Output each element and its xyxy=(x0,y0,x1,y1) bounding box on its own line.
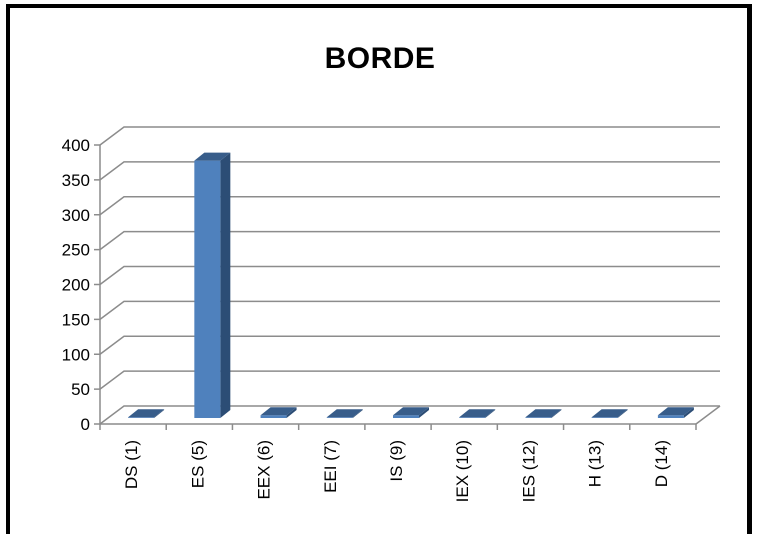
bar-side xyxy=(220,152,231,418)
bar-side xyxy=(683,407,694,418)
bar xyxy=(194,160,221,418)
y-tick-label: 400 xyxy=(62,136,90,155)
bar xyxy=(326,417,353,418)
bar-top xyxy=(194,152,231,161)
bar-side xyxy=(154,409,165,418)
bar xyxy=(128,417,155,418)
gridline xyxy=(99,161,720,181)
bar-side xyxy=(485,409,496,418)
x-tick-label: IES (12) xyxy=(519,440,538,502)
chart-title: BORDE xyxy=(324,42,436,75)
bar-side xyxy=(551,409,562,418)
bar-top xyxy=(591,409,628,418)
bar-top xyxy=(326,409,363,418)
bar-top xyxy=(525,409,562,418)
bar-top xyxy=(657,407,694,416)
bar-top xyxy=(128,409,165,418)
bar-top xyxy=(459,409,496,418)
bar xyxy=(591,417,618,418)
bar-side xyxy=(419,407,429,418)
x-tick-label: H (13) xyxy=(586,440,605,487)
y-tick-label: 200 xyxy=(62,276,90,295)
gridline xyxy=(99,230,720,251)
y-tick-label: 0 xyxy=(81,415,90,434)
y-tick-label: 100 xyxy=(62,345,90,364)
bar-top xyxy=(260,407,297,416)
y-tick-label: 300 xyxy=(62,206,90,225)
gridline xyxy=(99,265,720,286)
bar xyxy=(459,417,486,418)
bar xyxy=(393,415,419,418)
x-tick-label: IS (9) xyxy=(387,440,406,482)
x-tick-label: ES (5) xyxy=(188,440,207,488)
floor-right-edge xyxy=(695,405,721,425)
bar xyxy=(525,417,552,418)
gridline xyxy=(99,126,720,146)
bar-side xyxy=(352,409,363,418)
gridline xyxy=(99,405,720,425)
y-tick-label: 150 xyxy=(62,310,90,329)
x-tick-label: D (14) xyxy=(652,440,671,487)
chart-frame xyxy=(6,4,752,534)
x-tick-label: IEX (10) xyxy=(453,440,472,502)
y-tick-label: 50 xyxy=(71,380,90,399)
bar xyxy=(657,415,684,418)
x-tick-label: EEX (6) xyxy=(255,440,274,500)
y-tick-label: 350 xyxy=(62,171,90,190)
gridline xyxy=(99,196,720,216)
bar-top xyxy=(393,407,429,416)
bar xyxy=(260,415,287,418)
x-tick-label: EEI (7) xyxy=(321,440,340,493)
bar-side xyxy=(617,409,628,418)
gridline xyxy=(99,300,720,320)
bar-side xyxy=(286,407,297,418)
y-tick-label: 250 xyxy=(62,241,90,260)
gridline xyxy=(99,335,720,355)
gridline xyxy=(99,370,720,390)
x-tick-label: DS (1) xyxy=(122,440,141,489)
